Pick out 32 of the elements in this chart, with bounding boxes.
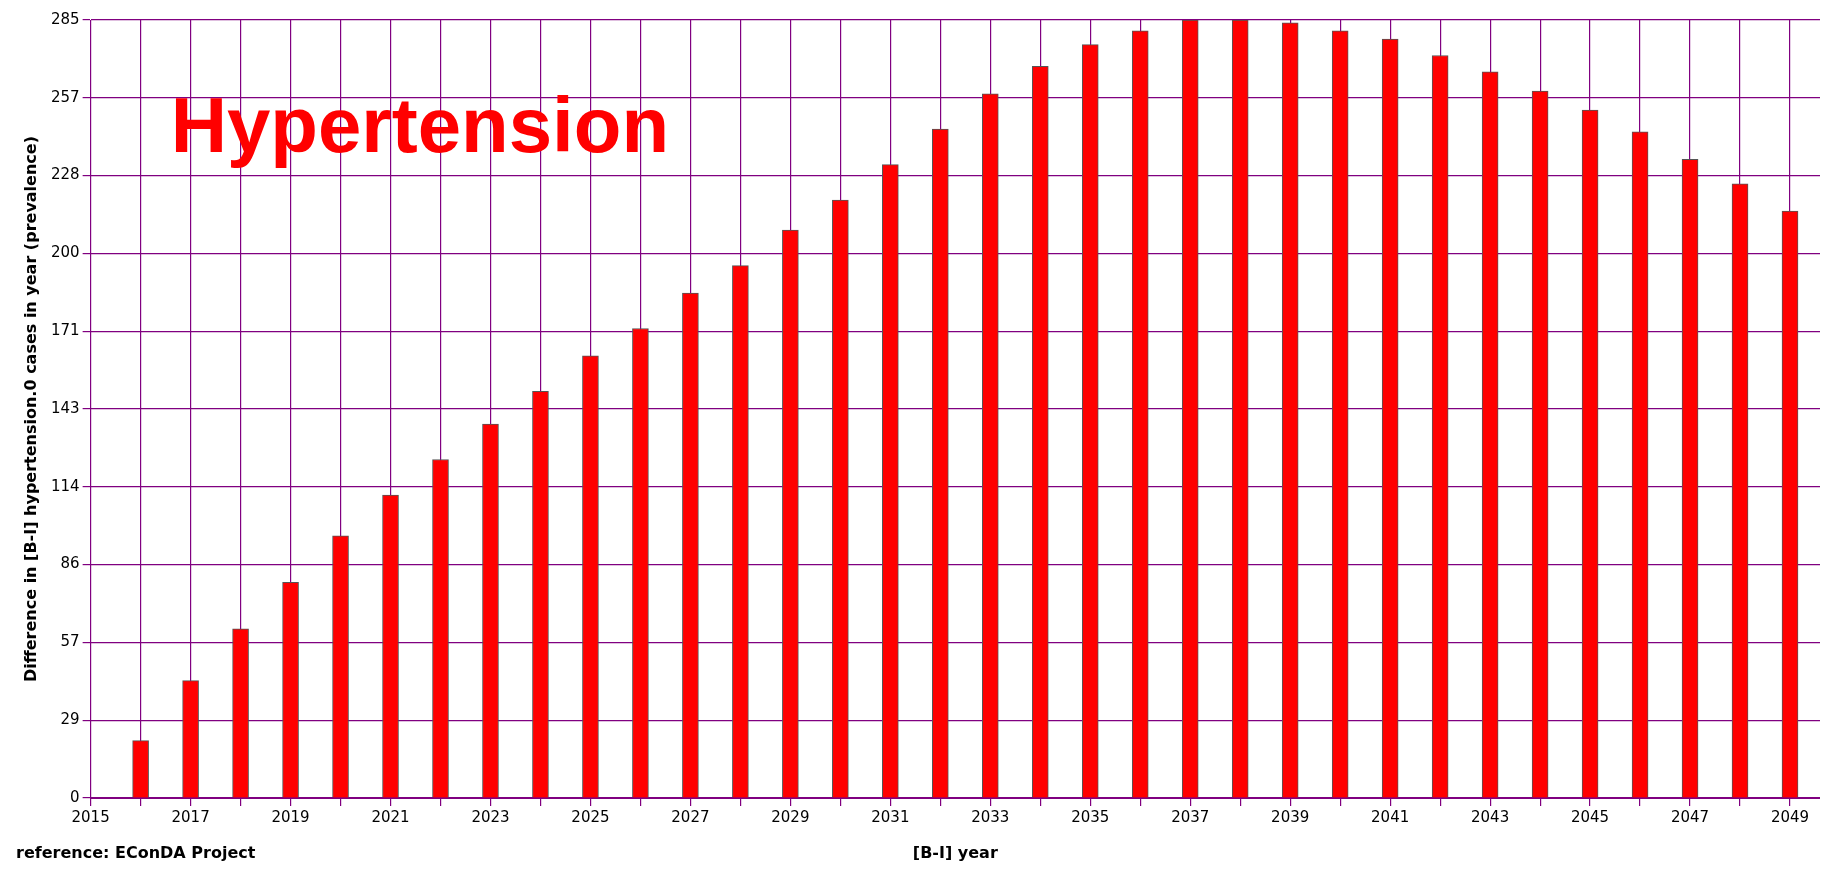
text: reference: EConDA Project: [16, 843, 256, 863]
x-tick-label: 2031: [871, 807, 910, 826]
x-tick-label: 2019: [271, 807, 310, 826]
x-tick-label: 2015: [71, 807, 110, 826]
y-tick-label: 228: [50, 165, 80, 184]
x-tick-label: 2041: [1371, 807, 1410, 826]
x-axis-title: [B-I] year: [912, 843, 998, 863]
x-tick-label: 2033: [971, 807, 1010, 826]
x-tick-label: 2047: [1670, 807, 1710, 826]
x-tick-label: 2049: [1770, 807, 1810, 826]
x-tick-label: 2035: [1071, 807, 1110, 826]
x-tick-label: 2025: [571, 807, 610, 826]
x-tick-label: 2029: [771, 807, 810, 826]
y-tick-label: 57: [60, 632, 80, 651]
x-tick-label: 2023: [471, 807, 510, 826]
x-tick-label: 2027: [671, 807, 710, 826]
x-tick-label: 2043: [1471, 807, 1510, 826]
y-tick-label: 0: [70, 787, 80, 806]
y-tick-label: 257: [50, 87, 80, 106]
x-tick-label: 2037: [1171, 807, 1210, 826]
y-tick-label: 143: [50, 398, 80, 417]
y-tick-label: 114: [50, 476, 80, 495]
y-tick-label: 29: [60, 710, 80, 729]
y-tick-label: 171: [50, 321, 80, 340]
y-tick-label: 200: [50, 243, 80, 262]
y-axis-title: Difference in [B-I] hypertension.0 cases in year (prevalence): [21, 136, 41, 682]
x-tick-label: 2039: [1271, 807, 1310, 826]
x-tick-label: 2017: [171, 807, 210, 826]
y-tick-label: 285: [50, 9, 80, 28]
y-tick-label: 86: [60, 554, 80, 573]
x-tick-label: 2045: [1570, 807, 1610, 826]
x-tick-label: 2021: [371, 807, 410, 826]
